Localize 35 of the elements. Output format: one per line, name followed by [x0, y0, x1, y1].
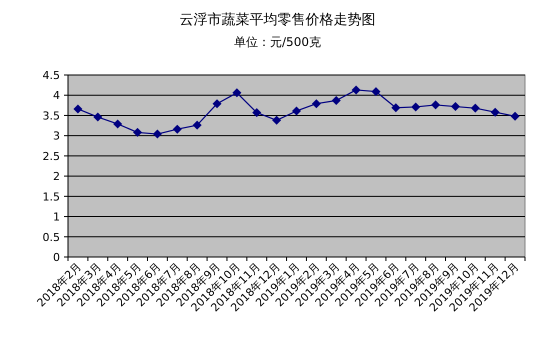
- point: [133, 128, 142, 137]
- point: [212, 99, 222, 108]
- subtitle: 单位：元/500克: [234, 35, 321, 49]
- point: [312, 99, 321, 108]
- point: [93, 112, 102, 122]
- y-tick-label: 0: [53, 251, 60, 264]
- point: [192, 120, 202, 130]
- title: 云浮市蔬菜平均零售价格走势图: [180, 12, 376, 28]
- y-tick-label: 4: [53, 89, 60, 102]
- point: [431, 100, 440, 110]
- point: [252, 108, 262, 118]
- point: [172, 124, 182, 134]
- point: [113, 119, 122, 128]
- point: [332, 96, 341, 105]
- point: [73, 104, 82, 114]
- point: [352, 85, 361, 94]
- point: [371, 87, 380, 96]
- y-tick-label: 3.5: [42, 109, 60, 122]
- y-tick-label: 0.5: [42, 230, 60, 244]
- point: [272, 116, 282, 125]
- point: [510, 112, 520, 121]
- y-tick-label: 4.5: [42, 69, 60, 82]
- y-tick-label: 3: [53, 130, 60, 143]
- y-tick-label: 1: [53, 210, 60, 224]
- point: [411, 102, 420, 112]
- y-tick-label: 1.5: [42, 190, 60, 204]
- point: [232, 88, 242, 98]
- y-tick-label: 2: [53, 170, 60, 184]
- point: [450, 102, 460, 112]
- y-tick-label: 2.5: [42, 150, 60, 163]
- point: [292, 106, 301, 116]
- point: [391, 103, 400, 112]
- point: [470, 104, 480, 113]
- point: [490, 108, 500, 117]
- point: [152, 130, 162, 139]
